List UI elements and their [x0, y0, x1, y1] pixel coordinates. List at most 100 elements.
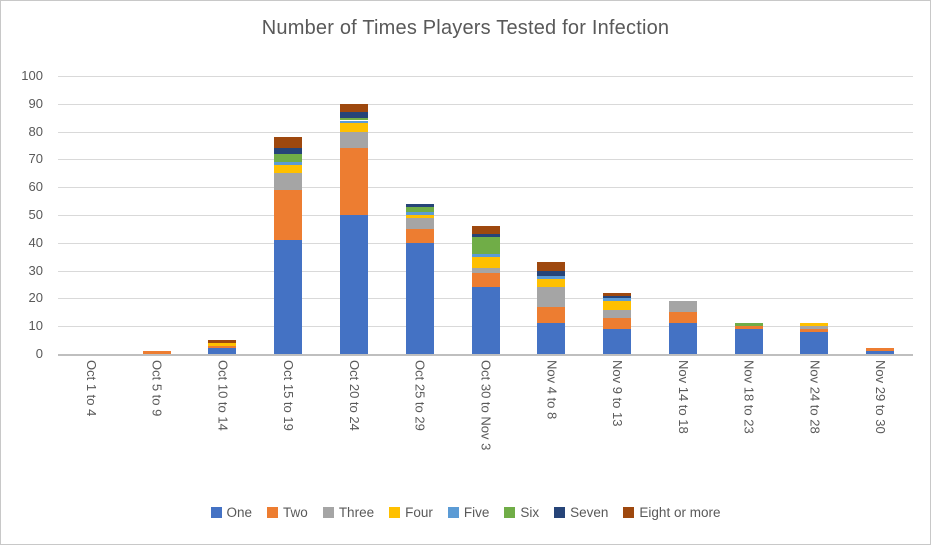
- x-tick-label: Nov 29 to 30: [873, 360, 889, 434]
- bar-segment-one: [339, 215, 368, 354]
- bar-segment-four: [537, 278, 566, 288]
- bar-segment-one: [603, 328, 632, 354]
- bar-segment-five: [537, 276, 566, 279]
- bar-segment-four: [208, 342, 237, 346]
- bar-segment-six: [405, 206, 434, 213]
- legend-item-four: Four: [389, 505, 433, 520]
- gridline: [58, 159, 913, 161]
- bar-segment-one: [800, 331, 829, 354]
- bar-segment-seven: [603, 295, 632, 299]
- bar-segment-one: [471, 287, 500, 354]
- x-tick-label: Oct 1 to 4: [83, 360, 99, 417]
- y-tick-label: 70: [28, 151, 43, 167]
- legend-swatch: [322, 507, 334, 518]
- y-tick-label: 60: [28, 179, 43, 195]
- legend-swatch: [447, 507, 459, 518]
- legend-swatch: [389, 507, 401, 518]
- legend-label: Two: [283, 505, 308, 520]
- y-tick-label: 40: [28, 234, 43, 250]
- bar-segment-three: [274, 173, 303, 190]
- bar-segment-one: [274, 240, 303, 354]
- gridline: [58, 76, 913, 77]
- bar-segment-two: [405, 228, 434, 243]
- bar-segment-five: [471, 253, 500, 257]
- bar-segment-three: [537, 287, 566, 307]
- x-tick-label: Nov 9 to 13: [610, 360, 626, 427]
- legend-label: Eight or more: [639, 505, 721, 520]
- bar-segment-seven: [339, 112, 368, 118]
- bar-segment-two: [866, 348, 895, 352]
- y-tick-label: 10: [28, 318, 43, 334]
- x-tick-label: Oct 25 to 29: [412, 360, 428, 431]
- gridline: [58, 215, 913, 216]
- bar-segment-six: [471, 237, 500, 254]
- bar-segment-four: [800, 323, 829, 327]
- gridline: [58, 103, 913, 105]
- bar-segment-two: [668, 312, 697, 324]
- x-tick-label: Oct 30 to Nov 3: [478, 360, 494, 451]
- plot-area: [58, 76, 913, 356]
- bar-segment-one: [866, 351, 895, 354]
- legend-swatch: [623, 507, 635, 518]
- bar-segment-four: [471, 256, 500, 268]
- y-tick-label: 90: [28, 95, 43, 111]
- bar-segment-eight-or-more: [471, 226, 500, 235]
- bar-segment-five: [603, 298, 632, 302]
- bar-segment-three: [471, 267, 500, 274]
- legend: One Two Three Four Five Six Seven Eight or more: [1, 505, 930, 520]
- legend-swatch: [267, 507, 279, 518]
- legend-item-two: Two: [267, 505, 308, 520]
- bar-segment-six: [339, 117, 368, 121]
- bar-segment-two: [142, 351, 171, 354]
- legend-swatch: [554, 507, 566, 518]
- bar-segment-two: [208, 345, 237, 349]
- x-axis-labels: Oct 1 to 4 Oct 5 to 9 Oct 10 to 14 Oct 15 t…: [58, 360, 913, 490]
- bar-segment-four: [405, 215, 434, 218]
- x-tick-label: Oct 15 to 19: [281, 360, 297, 431]
- legend-item-three: Three: [322, 505, 374, 520]
- bar-segment-eight-or-more: [537, 262, 566, 271]
- bar-segment-three: [603, 309, 632, 318]
- bar-segment-one: [537, 323, 566, 354]
- x-tick-label: Nov 24 to 28: [807, 360, 823, 434]
- bar-segment-five: [274, 162, 303, 165]
- gridline: [58, 187, 913, 189]
- bar-segment-five: [339, 120, 368, 124]
- x-tick-label: Nov 4 to 8: [544, 360, 560, 420]
- x-tick-label: Oct 10 to 14: [215, 360, 231, 431]
- bar-segment-three: [339, 131, 368, 149]
- y-tick-label: 0: [35, 346, 43, 361]
- y-tick-label: 50: [28, 207, 43, 222]
- bar-segment-two: [537, 306, 566, 324]
- legend-item-six: Six: [504, 505, 539, 520]
- bar-segment-two: [800, 329, 829, 332]
- bar-segment-two: [471, 273, 500, 288]
- legend-label: Six: [520, 505, 540, 520]
- bar-segment-five: [405, 212, 434, 215]
- x-axis-line: [58, 354, 913, 356]
- legend-label: Four: [405, 505, 433, 520]
- bar-segment-seven: [471, 234, 500, 238]
- bar-segment-one: [208, 348, 237, 354]
- y-axis-labels: 0 10 20 30 40 50 60 70 80 90 100: [1, 68, 49, 361]
- bar-segment-six: [734, 323, 763, 327]
- legend-item-eight-or-more: Eight or more: [623, 505, 720, 520]
- bar-segment-four: [339, 123, 368, 132]
- bar-segment-eight-or-more: [274, 137, 303, 149]
- bar-segment-seven: [537, 270, 566, 277]
- x-tick-label: Oct 20 to 24: [346, 360, 362, 431]
- bar-segment-two: [339, 148, 368, 215]
- x-tick-label: Nov 18 to 23: [741, 360, 757, 434]
- bar-segment-eight-or-more: [603, 292, 632, 296]
- legend-label: One: [226, 505, 253, 520]
- legend-label: Seven: [570, 505, 609, 520]
- legend-item-one: One: [210, 505, 253, 520]
- y-tick-label: 80: [28, 123, 43, 139]
- x-tick-label: Oct 5 to 9: [149, 360, 165, 417]
- legend-swatch: [210, 507, 222, 518]
- bar-segment-one: [734, 328, 763, 354]
- bar-segment-eight-or-more: [339, 103, 368, 113]
- legend-item-five: Five: [447, 505, 489, 520]
- bar-segment-two: [274, 190, 303, 241]
- bar-segment-three: [800, 326, 829, 329]
